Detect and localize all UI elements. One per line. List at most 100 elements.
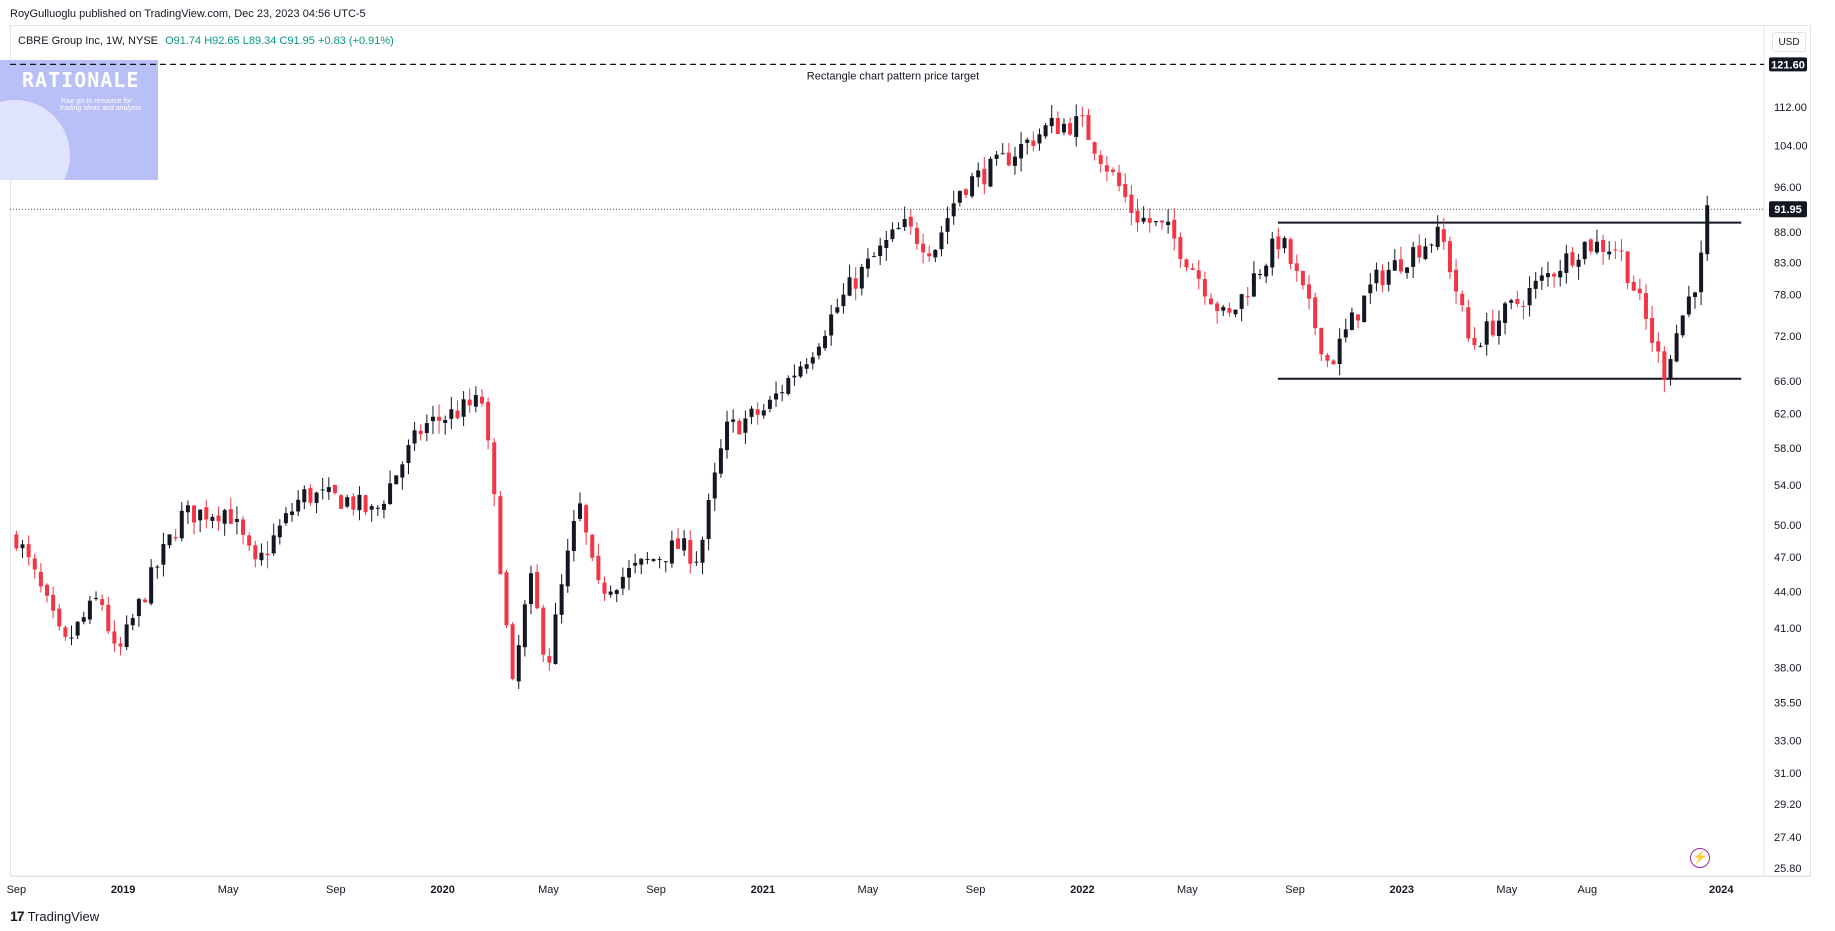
candle-body [32, 558, 37, 570]
candle-body [394, 475, 399, 485]
candle-body [210, 516, 215, 521]
candle-body [339, 495, 344, 509]
candle-body [669, 540, 674, 564]
candle-body [406, 445, 411, 463]
candle-body [461, 399, 466, 417]
last-price-label: 91.95 [1774, 204, 1802, 216]
candle-body [87, 600, 92, 620]
symbol-title[interactable]: CBRE Group Inc, 1W, NYSE [18, 35, 158, 47]
candle-body [357, 494, 362, 511]
candle-body [1215, 303, 1220, 311]
candle-body [369, 506, 374, 510]
candle-body [179, 510, 184, 539]
lightning-icon[interactable]: ⚡ [1690, 848, 1710, 868]
candle-body [498, 496, 503, 575]
tradingview-footer[interactable]: 17 TradingView [10, 908, 99, 924]
candle-body [645, 558, 650, 560]
candle-body [1104, 165, 1109, 172]
candle-body [951, 203, 956, 217]
candle-body [57, 608, 62, 627]
candle-body [1153, 220, 1158, 223]
candle-body [1637, 288, 1642, 294]
candle-body [988, 158, 993, 187]
candle-body [1319, 327, 1324, 355]
candle-body [332, 485, 337, 494]
candle-body [155, 566, 160, 568]
candle-body [590, 534, 595, 558]
candle-body [976, 170, 981, 178]
candle-body [1288, 239, 1293, 265]
candle-body [185, 505, 190, 513]
candle-body [847, 277, 852, 296]
watermark-title: RATIONALE [22, 68, 140, 92]
candle-body [1086, 114, 1091, 140]
candle-body [1294, 263, 1299, 272]
candle-body [1705, 205, 1710, 255]
y-tick-label: 35.50 [1774, 698, 1802, 710]
candle-body [247, 535, 252, 546]
published-line: RoyGulluoglu published on TradingView.co… [10, 8, 366, 20]
candle-body [1460, 293, 1465, 306]
candle-body [136, 599, 141, 617]
x-tick-label: Sep [7, 884, 27, 896]
change-value: +0.83 (+0.91%) [317, 35, 394, 47]
candle-body [737, 420, 742, 435]
y-tick-label: 104.00 [1774, 140, 1808, 152]
candle-body [657, 559, 662, 561]
candle-body [596, 555, 601, 581]
candle-body [302, 489, 307, 503]
candle-body [945, 218, 950, 232]
candle-body [216, 515, 221, 522]
y-tick-label: 62.00 [1774, 409, 1802, 421]
candle-body [1251, 273, 1256, 297]
candle-body [1117, 172, 1122, 187]
candle-body [1527, 287, 1532, 306]
candle-body [633, 562, 638, 566]
candle-body [614, 590, 619, 594]
candle-body [627, 568, 632, 578]
candle-body [1552, 273, 1557, 277]
candle-body [1276, 236, 1281, 250]
tradingview-brand: TradingView [27, 908, 100, 924]
candle-body [100, 599, 105, 606]
y-tick-label: 29.20 [1774, 799, 1802, 811]
x-tick-label: May [218, 884, 239, 896]
candle-body [473, 395, 478, 407]
candle-body [1221, 306, 1226, 311]
candle-body [816, 346, 821, 356]
candle-body [400, 464, 405, 478]
candle-body [1098, 155, 1103, 165]
candle-body [804, 364, 809, 369]
candle-body [1043, 125, 1048, 137]
candle-body [1080, 115, 1085, 117]
candle-body [755, 409, 760, 415]
candle-body [1490, 320, 1495, 336]
candle-body [1307, 284, 1312, 299]
candle-body [1405, 267, 1410, 273]
candle-body [418, 430, 423, 435]
candle-body [290, 511, 295, 515]
candle-body [94, 598, 99, 600]
candle-body [1398, 259, 1403, 272]
candle-body [228, 509, 233, 524]
candle-body [1570, 252, 1575, 266]
candle-body [1515, 298, 1520, 304]
y-tick-label: 54.00 [1774, 480, 1802, 492]
candle-body [1643, 293, 1648, 319]
y-tick-label: 88.00 [1774, 227, 1802, 239]
candle-body [38, 571, 43, 587]
candle-body [865, 258, 870, 269]
candle-body [608, 591, 613, 595]
candle-body [1478, 345, 1483, 347]
candle-body [878, 245, 883, 257]
candle-body [130, 618, 135, 626]
candle-body [467, 399, 472, 406]
candle-body [1166, 221, 1171, 225]
candle-body [1582, 241, 1587, 260]
candle-body [1068, 123, 1073, 135]
currency-button[interactable]: USD [1772, 32, 1806, 52]
candle-body [320, 489, 325, 491]
candle-body [602, 582, 607, 594]
candle-body [1484, 321, 1489, 345]
